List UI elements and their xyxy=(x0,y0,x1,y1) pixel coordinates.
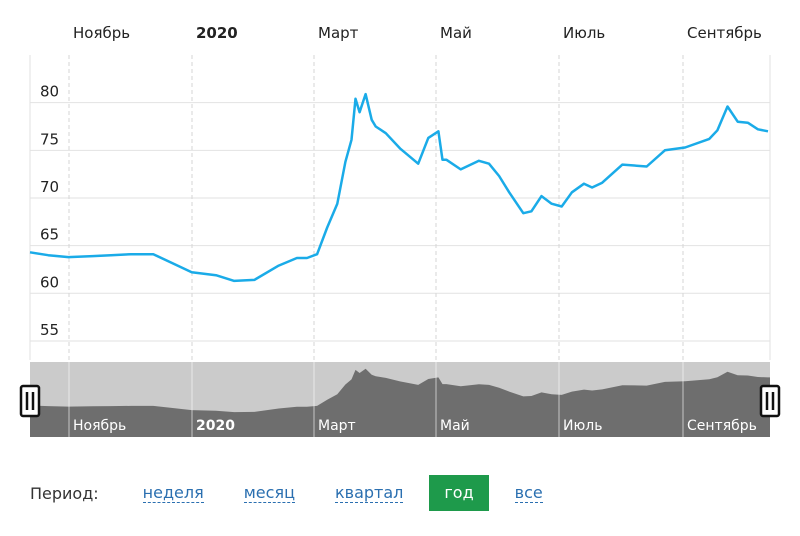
y-tick-label: 80 xyxy=(40,83,59,101)
navigator-month-label: Март xyxy=(318,418,356,434)
period-selector: Период: неделя месяц квартал год все xyxy=(30,475,563,511)
navigator-right-handle[interactable] xyxy=(759,384,781,418)
navigator-month-labels: Ноябрь 2020 Март Май Июль Сентябрь xyxy=(73,418,757,434)
y-tick-label: 65 xyxy=(40,226,59,244)
navigator: Ноябрь 2020 Март Май Июль Сентябрь xyxy=(19,362,781,437)
navigator-month-label: Июль xyxy=(563,418,602,434)
month-labels-top: Ноябрь 2020 Март Май Июль Сентябрь xyxy=(73,24,762,42)
period-all-button[interactable]: все xyxy=(514,482,543,503)
month-label: Сентябрь xyxy=(687,24,762,42)
y-tick-label: 70 xyxy=(40,178,59,196)
month-separators xyxy=(68,55,684,360)
month-label: 2020 xyxy=(196,24,238,42)
price-line xyxy=(29,92,769,283)
y-tick-label: 55 xyxy=(40,321,59,339)
month-label: Ноябрь xyxy=(73,24,130,42)
navigator-separators xyxy=(68,362,684,437)
handle-box xyxy=(19,384,41,418)
period-quarter-button[interactable]: квартал xyxy=(334,482,404,503)
gridlines xyxy=(29,55,771,360)
navigator-month-label: Сентябрь xyxy=(687,418,757,434)
y-tick-label: 60 xyxy=(40,273,59,291)
navigator-month-label: 2020 xyxy=(196,418,235,434)
period-month-button[interactable]: месяц xyxy=(243,482,295,503)
month-label: Май xyxy=(440,24,472,42)
navigator-area xyxy=(30,368,770,437)
period-year-button[interactable]: год xyxy=(429,475,489,511)
navigator-month-label: Май xyxy=(440,418,470,434)
period-label: Период: xyxy=(30,483,99,503)
navigator-month-label: Ноябрь xyxy=(73,418,126,434)
navigator-left-handle[interactable] xyxy=(19,384,41,418)
handle-box xyxy=(759,384,781,418)
price-chart: Ноябрь 2020 Март Май Июль Сентябрь 55 60 65 70 75… xyxy=(19,24,781,437)
y-axis-ticks: 55 60 65 70 75 80 xyxy=(40,83,59,339)
month-label: Март xyxy=(318,24,359,42)
month-label: Июль xyxy=(563,24,605,42)
period-week-button[interactable]: неделя xyxy=(142,482,204,503)
y-tick-label: 75 xyxy=(40,130,59,148)
